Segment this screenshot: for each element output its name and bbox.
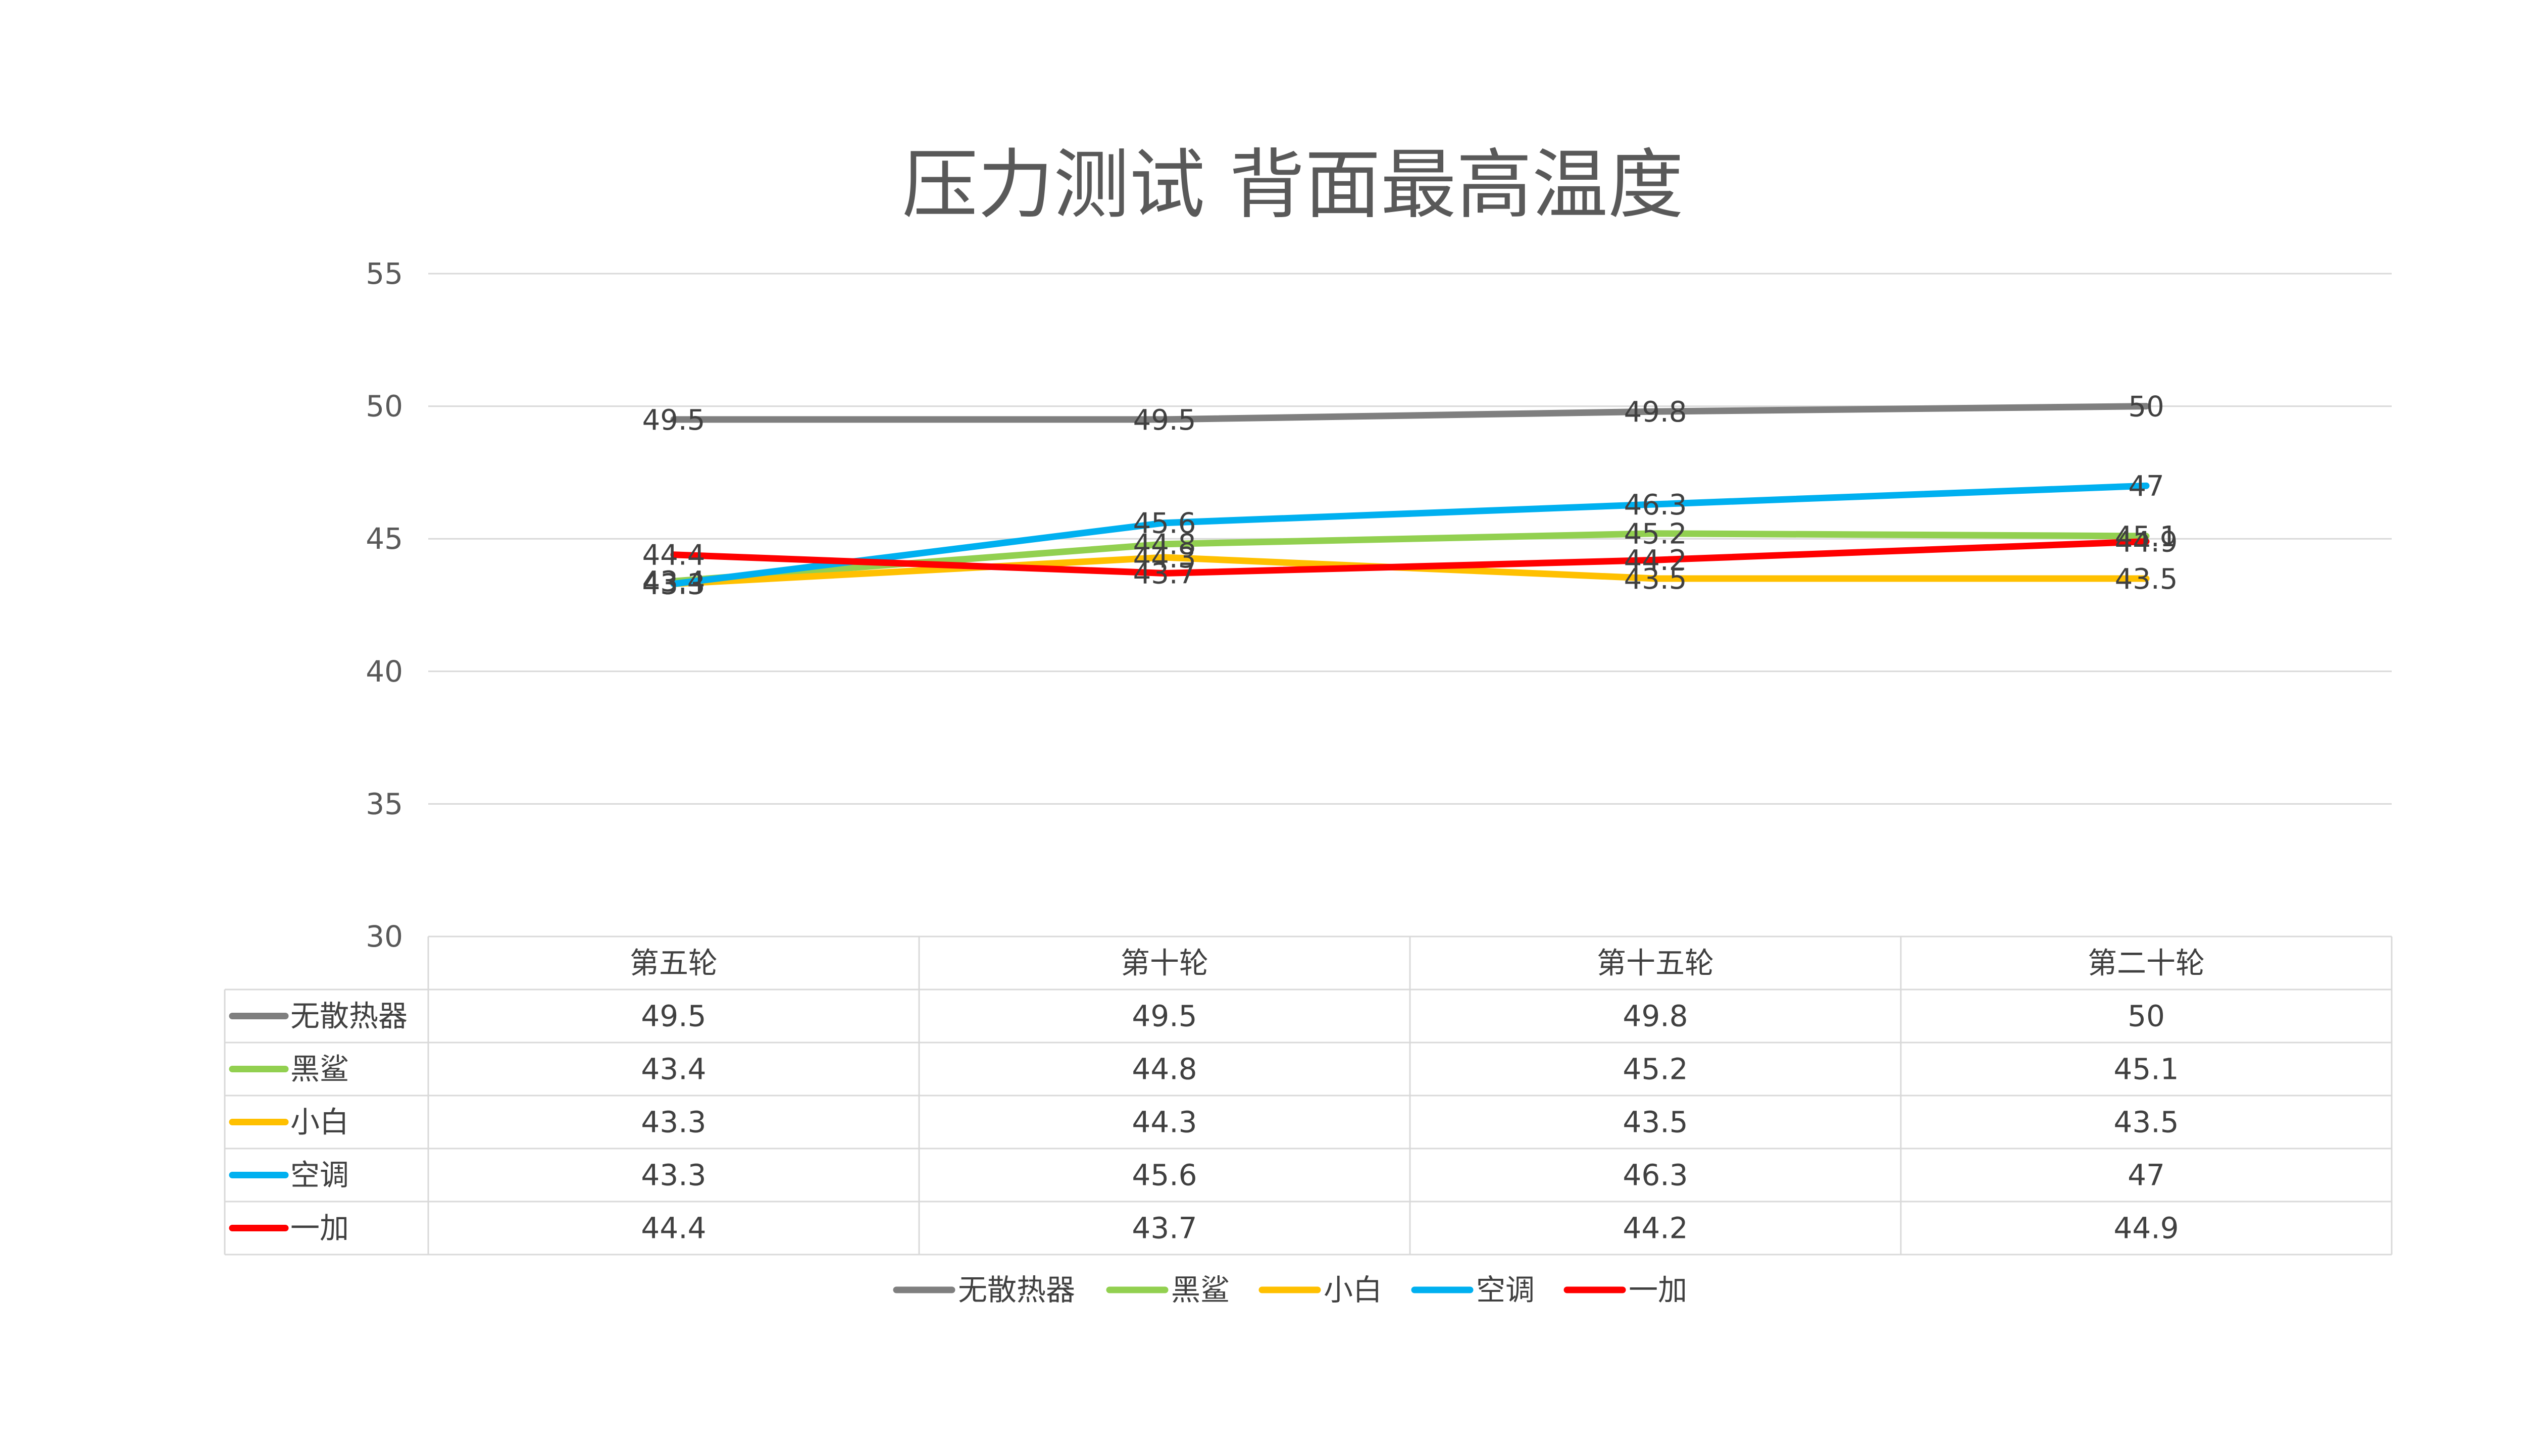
data-label: 44.8	[1133, 529, 1196, 561]
y-axis-ticks: 30 35 40 45 50 55	[366, 256, 403, 954]
table-row-label: 一加	[290, 1211, 349, 1245]
series-line	[670, 538, 2150, 577]
table-cell: 47	[2128, 1158, 2165, 1192]
data-label: 47	[2128, 470, 2164, 503]
table-header-cell: 第十轮	[1121, 946, 1208, 980]
data-label: 45.1	[2115, 521, 2178, 553]
data-label: 44.3	[1133, 542, 1196, 575]
table-header-cell: 第五轮	[630, 946, 718, 980]
data-label: 44.4	[642, 539, 705, 572]
data-label: 43.5	[2115, 563, 2178, 596]
table-cell: 49.5	[641, 999, 706, 1033]
legend: 无散热器 黑鲨 小白 空调 一加	[893, 1273, 1687, 1307]
y-tick-label: 55	[366, 256, 403, 291]
data-label: 49.5	[1133, 404, 1196, 437]
table-row-label: 小白	[290, 1105, 349, 1139]
data-label: 43.5	[1624, 563, 1687, 596]
series-line	[670, 403, 2150, 423]
table-cell: 43.5	[1623, 1105, 1688, 1139]
data-label: 43.3	[642, 568, 705, 601]
table-header-cell: 第二十轮	[2088, 946, 2205, 980]
data-label: 50	[2128, 391, 2164, 424]
data-label: 43.7	[1133, 557, 1196, 590]
table-cell: 43.5	[2113, 1105, 2179, 1139]
table-cell: 45.1	[2113, 1052, 2179, 1086]
table-cell: 46.3	[1623, 1158, 1688, 1192]
data-label: 44.2	[1624, 544, 1687, 577]
y-tick-label: 35	[366, 787, 403, 821]
table-cell: 45.6	[1132, 1158, 1197, 1192]
legend-label: 一加	[1629, 1273, 1687, 1307]
table-cell: 44.9	[2113, 1211, 2179, 1245]
data-label: 45.6	[1133, 507, 1196, 540]
table-cell: 44.8	[1132, 1052, 1197, 1086]
y-tick-label: 50	[366, 389, 403, 424]
table-cell: 43.4	[641, 1052, 706, 1086]
table-cell: 49.8	[1623, 999, 1688, 1033]
data-label: 43.3	[642, 568, 705, 601]
legend-label: 黑鲨	[1171, 1273, 1230, 1307]
table-cell: 45.2	[1623, 1052, 1688, 1086]
y-tick-label: 45	[366, 522, 403, 556]
table-cell: 49.5	[1132, 999, 1197, 1033]
table-cell: 44.4	[641, 1211, 706, 1245]
data-label: 45.2	[1624, 518, 1687, 551]
series-line	[670, 482, 2150, 587]
legend-label: 小白	[1324, 1273, 1382, 1307]
data-label: 43.4	[642, 565, 705, 598]
data-label: 46.3	[1624, 489, 1687, 522]
table-row-label: 黑鲨	[290, 1052, 349, 1086]
table-cell: 43.3	[641, 1158, 706, 1192]
data-label: 49.5	[642, 404, 705, 437]
table-row-label: 无散热器	[290, 999, 408, 1033]
legend-label: 无散热器	[958, 1273, 1075, 1307]
y-tick-label: 30	[366, 919, 403, 954]
table-header-cell: 第十五轮	[1597, 946, 1714, 980]
table-cell: 43.3	[641, 1105, 706, 1139]
table-row-label: 空调	[290, 1158, 349, 1192]
data-label: 44.9	[2115, 526, 2178, 558]
legend-label: 空调	[1476, 1273, 1535, 1307]
table-cell: 50	[2128, 999, 2165, 1033]
table-cell: 43.7	[1132, 1211, 1197, 1245]
table-cell: 44.3	[1132, 1105, 1197, 1139]
chart-title: 压力测试 背面最高温度	[902, 141, 1684, 229]
table-cell: 44.2	[1623, 1211, 1688, 1245]
data-label: 49.8	[1624, 396, 1687, 429]
series-lines	[670, 403, 2150, 587]
y-tick-label: 40	[366, 654, 403, 689]
